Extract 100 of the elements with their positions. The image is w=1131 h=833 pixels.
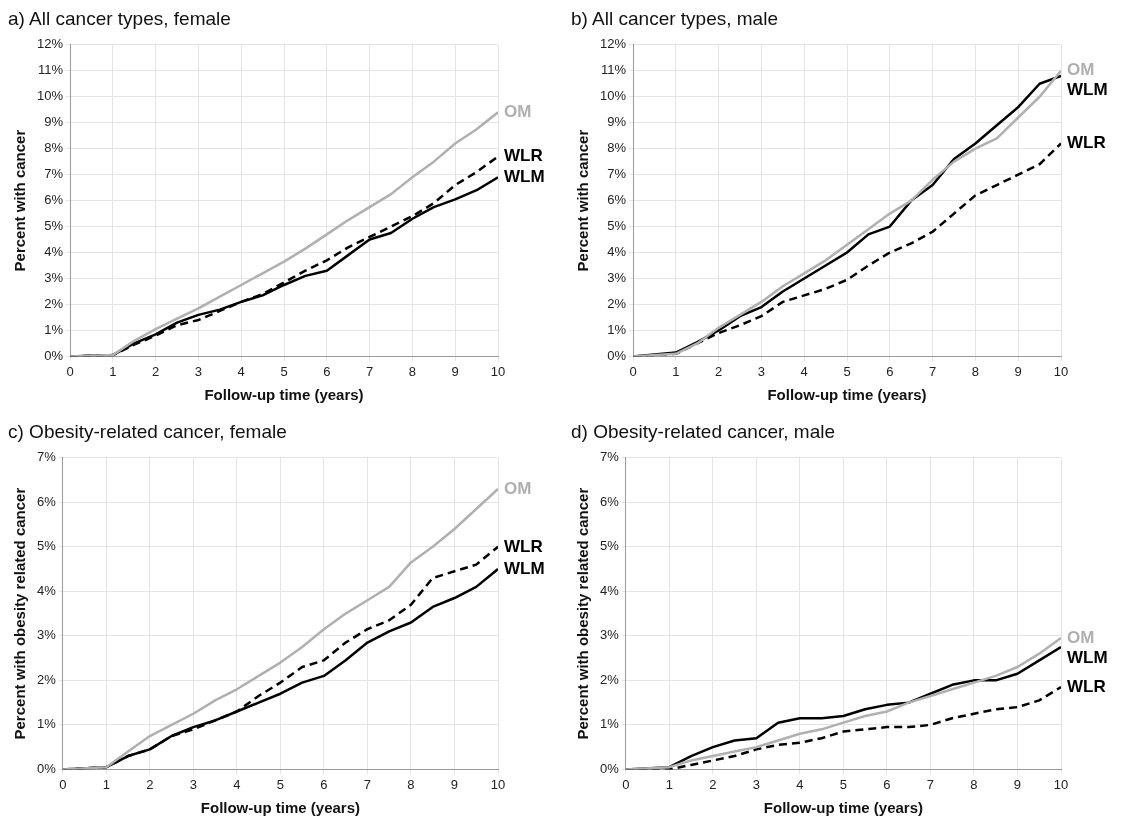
y-tick-label: 0%	[599, 760, 620, 776]
y-tick-label: 7%	[599, 449, 620, 465]
x-axis-title: Follow-up time (years)	[200, 799, 360, 817]
y-tick-label: 7%	[44, 166, 64, 182]
x-tick-label: 10	[1053, 363, 1069, 379]
chart-title: b) All cancer types, male	[571, 8, 779, 31]
x-tick-label: 3	[189, 776, 197, 792]
series-label: OM	[504, 478, 532, 498]
x-tick-label: 10	[490, 776, 506, 792]
y-axis-title: Percent with cancer	[11, 129, 29, 272]
x-tick-label: 9	[450, 776, 459, 792]
y-tick-label: 2%	[599, 671, 620, 687]
x-tick-label: 1	[672, 363, 680, 379]
series-label: WLM	[504, 166, 545, 186]
x-tick-label: 1	[665, 776, 673, 792]
series-label: WLM	[504, 558, 545, 578]
y-tick-label: 10%	[599, 88, 627, 104]
x-tick-label: 5	[276, 776, 285, 792]
y-tick-label: 4%	[607, 244, 627, 260]
y-tick-label: 5%	[44, 218, 64, 234]
y-tick-label: 0%	[36, 760, 57, 776]
x-tick-label: 7	[926, 776, 935, 792]
series-label: OM	[1067, 60, 1095, 80]
x-tick-label: 5	[839, 776, 848, 792]
y-tick-label: 12%	[599, 36, 627, 52]
x-tick-label: 8	[970, 776, 978, 792]
x-tick-label: 3	[194, 363, 203, 379]
x-tick-label: 4	[800, 363, 808, 379]
x-axis-title: Follow-up time (years)	[767, 386, 927, 404]
x-tick-label: 8	[407, 776, 415, 792]
y-tick-label: 4%	[599, 582, 620, 598]
x-tick-label: 3	[757, 363, 766, 379]
series-label: WLR	[504, 146, 543, 166]
series-label: OM	[1067, 627, 1095, 647]
y-tick-label: 3%	[36, 627, 57, 643]
x-tick-label: 4	[796, 776, 804, 792]
y-axis-title: Percent with obesity related cancer	[574, 487, 592, 740]
x-tick-label: 10	[1053, 776, 1069, 792]
x-tick-label: 0	[66, 363, 74, 379]
series-label: OM	[504, 102, 532, 121]
y-tick-label: 7%	[607, 166, 627, 182]
x-tick-label: 9	[1013, 776, 1022, 792]
x-tick-label: 5	[843, 363, 851, 379]
x-tick-label: 9	[451, 363, 459, 379]
y-tick-label: 0%	[44, 347, 64, 363]
y-tick-label: 6%	[36, 493, 57, 509]
x-tick-label: 2	[709, 776, 717, 792]
y-tick-label: 3%	[44, 270, 64, 286]
chart-title: d) Obesity-related cancer, male	[571, 421, 836, 444]
x-tick-label: 6	[320, 776, 328, 792]
x-tick-label: 0	[59, 776, 67, 792]
series-label: WLR	[1067, 676, 1106, 696]
y-tick-label: 6%	[599, 493, 620, 509]
x-tick-label: 4	[237, 363, 245, 379]
y-tick-label: 2%	[607, 296, 627, 312]
y-tick-label: 1%	[599, 716, 620, 732]
y-tick-label: 2%	[44, 296, 64, 312]
y-tick-label: 6%	[607, 192, 627, 208]
y-tick-label: 7%	[36, 449, 57, 465]
x-tick-label: 5	[280, 363, 288, 379]
y-axis-title: Percent with obesity related cancer	[11, 487, 29, 740]
x-tick-label: 1	[109, 363, 117, 379]
chart-title: a) All cancer types, female	[8, 8, 232, 31]
series-label: WLR	[1067, 133, 1106, 153]
x-tick-label: 6	[886, 363, 894, 379]
y-tick-label: 8%	[607, 140, 627, 156]
y-tick-label: 2%	[36, 671, 57, 687]
y-tick-label: 9%	[44, 114, 64, 130]
x-tick-label: 8	[971, 363, 980, 379]
x-axis-title: Follow-up time (years)	[204, 386, 364, 404]
y-tick-label: 3%	[599, 627, 620, 643]
x-tick-label: 0	[622, 776, 630, 792]
x-tick-label: 10	[490, 363, 506, 379]
x-tick-label: 6	[323, 363, 331, 379]
x-tick-label: 7	[363, 776, 372, 792]
y-tick-label: 6%	[44, 192, 64, 208]
y-tick-label: 4%	[44, 244, 64, 260]
x-tick-label: 2	[152, 363, 160, 379]
x-tick-label: 3	[752, 776, 760, 792]
y-tick-label: 0%	[607, 347, 627, 363]
y-tick-label: 5%	[36, 538, 57, 554]
y-tick-label: 12%	[36, 36, 64, 52]
x-tick-label: 7	[365, 363, 374, 379]
y-tick-label: 1%	[607, 322, 627, 338]
y-tick-label: 8%	[44, 140, 64, 156]
series-label: WLM	[1067, 647, 1108, 667]
chart-title: c) Obesity-related cancer, female	[8, 421, 288, 444]
y-tick-label: 5%	[599, 538, 620, 554]
y-tick-label: 10%	[36, 88, 64, 104]
x-tick-label: 4	[233, 776, 241, 792]
x-tick-label: 8	[408, 363, 417, 379]
x-tick-label: 0	[629, 363, 637, 379]
x-tick-label: 2	[146, 776, 154, 792]
y-tick-label: 11%	[37, 62, 64, 78]
y-tick-label: 5%	[607, 218, 627, 234]
y-tick-label: 11%	[600, 62, 627, 78]
y-tick-label: 1%	[44, 322, 64, 338]
x-tick-label: 2	[715, 363, 723, 379]
y-tick-label: 4%	[36, 582, 57, 598]
y-tick-label: 9%	[607, 114, 627, 130]
